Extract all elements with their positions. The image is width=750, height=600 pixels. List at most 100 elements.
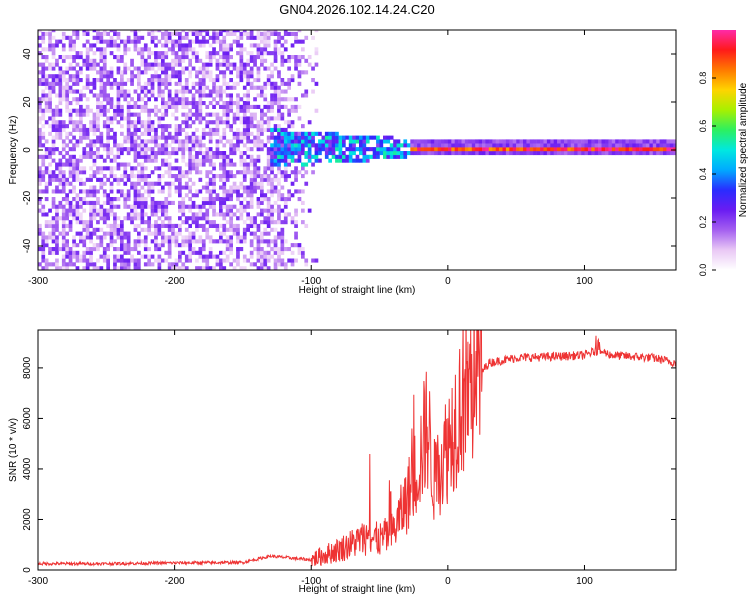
- spectrogram-cell: [184, 220, 189, 225]
- spectrogram-cell: [72, 262, 76, 267]
- spectrogram-cell: [287, 81, 291, 86]
- spectrogram-cell: [41, 204, 46, 209]
- spectrogram-cell: [41, 208, 46, 213]
- spectrogram-cell: [161, 220, 165, 225]
- spectrogram-cell: [181, 55, 186, 60]
- spectrogram-cell: [58, 247, 63, 252]
- spectrogram-cell: [266, 51, 271, 56]
- spectrogram-cell: [51, 112, 56, 117]
- spectrogram-cell: [178, 81, 182, 86]
- spectrogram-cell: [188, 47, 192, 52]
- spectrogram-cell: [116, 204, 121, 209]
- spectrogram-cell: [516, 147, 520, 152]
- spectrogram-cell: [164, 104, 169, 109]
- spectrogram-cell: [205, 70, 210, 75]
- spectrogram-cell: [65, 239, 69, 244]
- spectrogram-cell: [294, 55, 298, 60]
- spectrogram-cell: [229, 220, 233, 225]
- spectrogram-cell: [55, 131, 59, 136]
- spectrogram-cell: [673, 147, 676, 152]
- spectrogram-cell: [635, 151, 640, 156]
- spectrogram-cell: [140, 62, 145, 67]
- spectrogram-cell: [109, 204, 114, 209]
- spectrogram-cell: [89, 231, 93, 236]
- spectrogram-cell: [492, 151, 496, 156]
- spectrogram-cell: [167, 166, 172, 171]
- spectrogram-cell: [137, 51, 141, 56]
- spectrogram-cell: [167, 74, 172, 79]
- spectrogram-cell: [266, 239, 271, 244]
- spectrogram-cell: [195, 81, 199, 86]
- spectrogram-cell: [229, 30, 233, 33]
- spectrogram-cell: [215, 258, 220, 263]
- spectrogram-cell: [65, 262, 69, 267]
- spectrogram-cell: [75, 197, 80, 202]
- spectrogram-cell: [225, 30, 230, 33]
- spectrogram-cell: [65, 216, 69, 221]
- spectrogram-cell: [178, 200, 182, 205]
- spectrogram-cell: [277, 89, 281, 94]
- spectrogram-cell: [164, 101, 169, 106]
- spectrogram-cell: [389, 147, 394, 152]
- spectrogram-cell: [150, 181, 155, 186]
- spectrogram-cell: [92, 174, 97, 179]
- spectrogram-cell: [246, 81, 250, 86]
- spectrogram-cell: [280, 55, 285, 60]
- spectrogram-cell: [280, 250, 285, 255]
- spectrogram-cell: [400, 151, 404, 156]
- spectrogram-cell: [338, 143, 343, 148]
- spectrogram-cell: [72, 212, 76, 217]
- spectrogram-cell: [307, 143, 312, 148]
- spectrogram-cell: [502, 143, 507, 148]
- spectrogram-cell: [222, 223, 227, 228]
- spectrogram-cell: [208, 239, 213, 244]
- spectrogram-cell: [273, 262, 278, 267]
- spectrogram-cell: [116, 166, 121, 171]
- spectrogram-cell: [208, 162, 213, 167]
- spectrogram-cell: [314, 47, 319, 52]
- spectrogram-cell: [44, 104, 49, 109]
- spectrogram-cell: [225, 247, 230, 252]
- spectrogram-cell: [96, 139, 100, 144]
- spectrogram-cell: [167, 97, 172, 102]
- spectrogram-cell: [201, 81, 206, 86]
- spectrogram-cell: [72, 158, 76, 163]
- spectrogram-cell: [137, 266, 141, 270]
- spectrogram-cell: [249, 170, 254, 175]
- spectrogram-cell: [198, 250, 203, 255]
- spectrogram-cell: [212, 127, 216, 132]
- spectrogram-cell: [164, 135, 169, 140]
- spectrogram-cell: [178, 185, 182, 190]
- spectrogram-cell: [96, 247, 100, 252]
- spectrogram-cell: [635, 139, 640, 144]
- spectrogram-cell: [178, 74, 182, 79]
- spectrogram-cell: [133, 200, 138, 205]
- spectrogram-cell: [150, 51, 155, 56]
- spectrogram-cell: [154, 204, 158, 209]
- spectrogram-cell: [331, 131, 336, 136]
- spectrogram-cell: [154, 158, 158, 163]
- spectrogram-cell: [116, 81, 121, 86]
- spectrogram-cell: [458, 143, 462, 148]
- spectrogram-cell: [51, 139, 56, 144]
- spectrogram-cell: [120, 93, 124, 98]
- spectrogram-cell: [51, 223, 56, 228]
- spectrogram-cell: [236, 258, 240, 263]
- spectrogram-cell: [72, 216, 76, 221]
- spectrogram-cell: [116, 58, 121, 63]
- spectrogram-cell: [321, 135, 326, 140]
- spectrogram-cell: [130, 174, 134, 179]
- spectrogram-cell: [434, 147, 438, 152]
- spectrogram-cell: [277, 247, 281, 252]
- spectrogram-cell: [164, 43, 169, 48]
- spectrogram-cell: [266, 147, 271, 152]
- spectrogram-cell: [147, 147, 151, 152]
- spectrogram-cell: [215, 112, 220, 117]
- spectrogram-cell: [89, 200, 93, 205]
- spectrogram-cell: [359, 135, 363, 140]
- spectrogram-cell: [89, 174, 93, 179]
- spectrogram-cell: [201, 66, 206, 71]
- spectrogram-cell: [96, 212, 100, 217]
- spectrogram-cell: [48, 262, 52, 267]
